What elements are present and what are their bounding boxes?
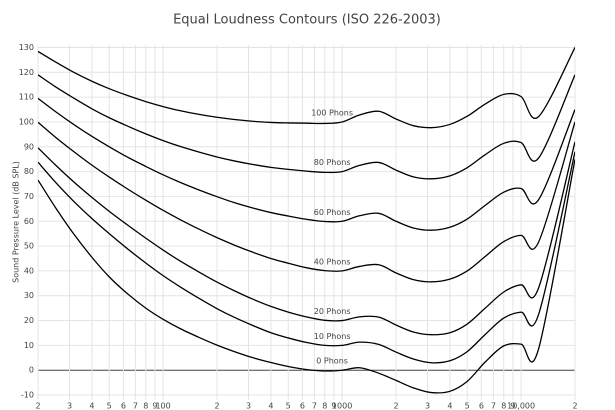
curve-label: 0 Phons — [316, 357, 348, 366]
x-tick-label: 9 — [152, 402, 157, 410]
x-tick-label: 5 — [465, 402, 470, 410]
x-tick-label: 8 — [501, 402, 506, 410]
y-tick-label: 70 — [24, 192, 34, 201]
x-tick-label: 2 — [35, 402, 40, 410]
curve — [38, 47, 575, 129]
y-axis-label: Sound Pressure Level (dB SPL) — [12, 161, 21, 283]
y-tick-label: 30 — [24, 291, 34, 300]
y-tick-label: 130 — [19, 43, 34, 52]
x-tick-label: 9 — [510, 402, 515, 410]
curve-label: 40 Phons — [314, 257, 351, 266]
x-tick-label: 7 — [133, 402, 138, 410]
x-tick-label: 3 — [246, 402, 251, 410]
x-tick-label: 3 — [425, 402, 430, 410]
y-tick-label: 110 — [19, 93, 34, 102]
x-tick-label: 8 — [322, 402, 327, 410]
curve — [38, 97, 575, 231]
curve — [38, 141, 575, 336]
x-tick-label: 8 — [143, 402, 148, 410]
chart-title: Equal Loudness Contours (ISO 226-2003) — [173, 13, 441, 28]
y-tick-label: 0 — [29, 366, 34, 375]
y-tick-label: 10 — [24, 341, 34, 350]
x-tick-label: 1000 — [332, 402, 352, 410]
x-tick-label: 10,000 — [507, 402, 535, 410]
curve-label: 100 Phons — [311, 108, 353, 117]
y-tick-label: 50 — [24, 242, 34, 251]
curve-label: 80 Phons — [314, 158, 351, 167]
y-tick-label: 80 — [24, 167, 34, 176]
x-tick-label: 6 — [479, 402, 484, 410]
y-tick-label: 90 — [24, 142, 34, 151]
x-tick-label: 7 — [491, 402, 496, 410]
x-tick-label: 5 — [286, 402, 291, 410]
curve-label: 10 Phons — [314, 332, 351, 341]
x-tick-label: 3 — [67, 402, 72, 410]
y-tick-label: 100 — [19, 117, 34, 126]
curve — [38, 121, 575, 283]
curve — [38, 159, 575, 394]
x-tick-label: 6 — [121, 402, 126, 410]
x-tick-label: 2 — [214, 402, 219, 410]
curve — [38, 74, 575, 180]
x-tick-label: 5 — [107, 402, 112, 410]
curve — [38, 151, 575, 364]
x-tick-label: 2 — [393, 402, 398, 410]
curve-label: 60 Phons — [314, 208, 351, 217]
x-tick-label: 4 — [268, 402, 273, 410]
curve-label: 20 Phons — [314, 307, 351, 316]
y-tick-label: 120 — [19, 68, 34, 77]
y-tick-label: -10 — [21, 391, 34, 400]
x-tick-label: 4 — [447, 402, 452, 410]
x-tick-label: 9 — [331, 402, 336, 410]
y-tick-label: 60 — [24, 217, 34, 226]
y-tick-label: 40 — [24, 266, 34, 275]
x-tick-label: 6 — [300, 402, 305, 410]
x-tick-label: 2 — [572, 402, 577, 410]
y-tick-label: 20 — [24, 316, 34, 325]
x-tick-label: 4 — [89, 402, 94, 410]
x-tick-label: 100 — [155, 402, 170, 410]
x-tick-label: 7 — [312, 402, 317, 410]
